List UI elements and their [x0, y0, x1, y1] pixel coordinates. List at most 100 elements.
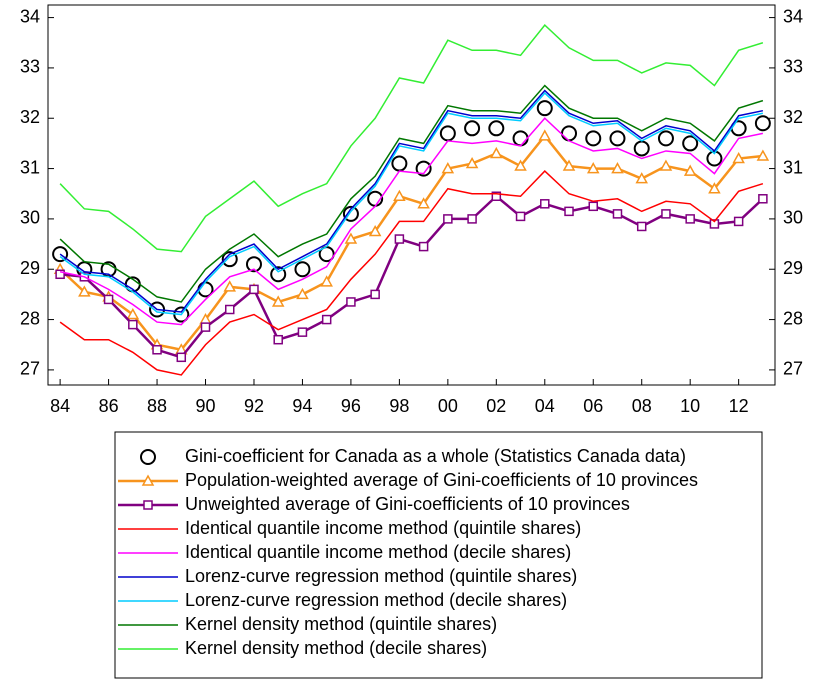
x-tick-label: 10: [680, 396, 700, 416]
data-point: [657, 130, 674, 147]
data-point: [249, 284, 259, 295]
data-point: [271, 295, 285, 307]
data-point: [708, 182, 721, 194]
legend-marker: [143, 500, 153, 510]
series-line: [59, 194, 764, 359]
data-point: [225, 304, 235, 315]
y2-tick-label: 32: [783, 107, 803, 127]
data-point: [273, 334, 283, 345]
x-tick-label: 12: [729, 396, 749, 416]
x-tick-label: 00: [438, 396, 458, 416]
data-point: [491, 191, 502, 202]
data-point: [417, 197, 430, 209]
data-point: [490, 146, 503, 159]
x-tick-label: 04: [535, 396, 555, 416]
data-point: [394, 234, 405, 244]
data-point: [683, 164, 697, 176]
data-point: [515, 211, 526, 222]
data-point: [586, 162, 600, 174]
legend-label: Gini-coefficient for Canada as a whole (…: [185, 446, 686, 466]
legend-label: Kernel density method (decile shares): [185, 638, 487, 658]
data-point: [562, 159, 576, 171]
data-point: [512, 130, 529, 147]
y-tick-label: 32: [20, 107, 40, 127]
series-line: [59, 133, 764, 352]
x-tick-label: 06: [583, 396, 603, 416]
y-tick-label: 33: [20, 57, 40, 77]
y-tick-label: 31: [20, 157, 40, 177]
legend-box: [114, 431, 763, 679]
y2-tick-label: 33: [783, 57, 803, 77]
data-point: [200, 322, 211, 332]
data-point: [370, 289, 380, 300]
data-point: [514, 159, 527, 171]
data-point: [467, 214, 477, 224]
data-point: [342, 205, 359, 222]
data-point: [682, 135, 699, 152]
data-point: [443, 214, 453, 224]
legend-label: Unweighted average of Gini-coefficients …: [185, 494, 630, 514]
data-point: [368, 224, 382, 237]
x-tick-label: 08: [632, 396, 652, 416]
x-tick-label: 94: [292, 396, 312, 416]
data-point: [103, 294, 114, 305]
data-point: [685, 214, 695, 224]
data-point: [611, 162, 624, 174]
data-point: [320, 275, 333, 287]
x-tick-label: 90: [196, 396, 216, 416]
data-point: [391, 155, 408, 172]
data-point: [270, 266, 287, 283]
x-tick-label: 84: [50, 396, 70, 416]
data-point: [754, 115, 771, 132]
data-point: [176, 352, 187, 363]
data-point: [344, 232, 358, 244]
legend-marker: [141, 474, 155, 486]
data-point: [732, 151, 745, 164]
x-tick-label: 86: [99, 396, 119, 416]
x-tick-label: 02: [486, 396, 506, 416]
y2-tick-label: 27: [783, 359, 803, 379]
legend-label: Population-weighted average of Gini-coef…: [185, 470, 698, 490]
data-point: [126, 307, 140, 320]
data-point: [756, 149, 770, 161]
data-point: [540, 199, 550, 209]
data-point: [585, 130, 602, 147]
data-point: [659, 159, 673, 171]
legend-label: Lorenz-curve regression method (quintile…: [185, 566, 577, 586]
data-point: [561, 125, 578, 142]
data-point: [536, 100, 553, 117]
y-tick-label: 29: [20, 258, 40, 278]
y2-tick-label: 34: [783, 6, 803, 26]
y-tick-label: 30: [20, 208, 40, 228]
data-point: [488, 120, 505, 137]
data-point: [415, 160, 432, 177]
data-point: [393, 189, 406, 202]
series-line: [59, 170, 764, 376]
data-point: [612, 209, 623, 219]
series-line: [59, 24, 764, 253]
y2-tick-label: 29: [783, 258, 803, 278]
data-point: [128, 319, 138, 330]
data-point: [564, 206, 574, 217]
data-point: [709, 219, 720, 229]
legend-label: Lorenz-curve regression method (decile s…: [185, 590, 567, 610]
data-point: [464, 120, 481, 137]
plot-frame: [47, 4, 776, 386]
data-point: [245, 256, 262, 273]
data-point: [636, 221, 647, 232]
x-tick-label: 88: [147, 396, 167, 416]
data-point: [633, 140, 650, 157]
data-point: [661, 209, 671, 219]
data-point: [733, 216, 744, 227]
series-line: [59, 117, 764, 326]
y-tick-label: 34: [20, 6, 40, 26]
data-point: [635, 172, 648, 184]
y-tick-label: 27: [20, 359, 40, 379]
y2-tick-label: 28: [783, 308, 803, 328]
data-point: [758, 194, 768, 204]
data-point: [441, 162, 455, 174]
data-point: [588, 201, 598, 212]
y2-tick-label: 30: [783, 208, 803, 228]
